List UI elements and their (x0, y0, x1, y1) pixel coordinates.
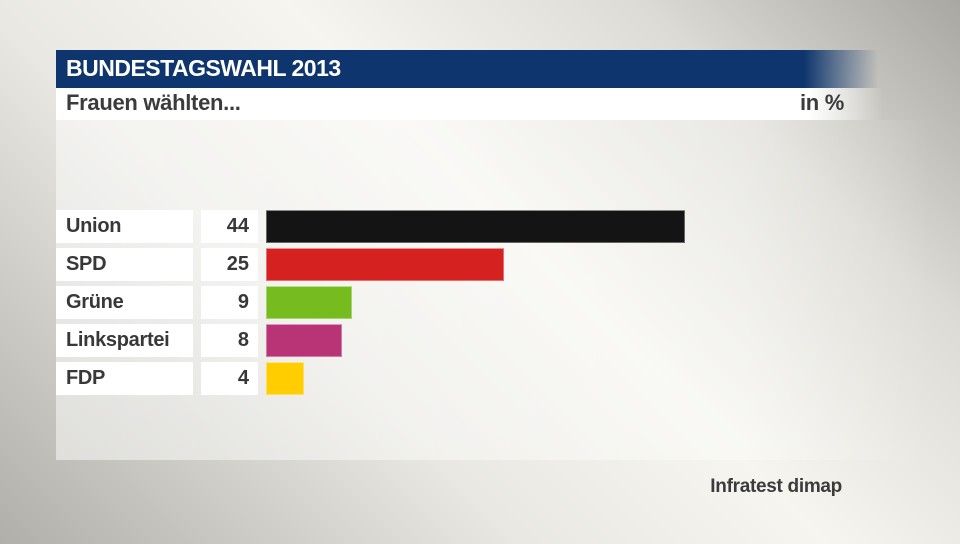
party-bar (266, 286, 352, 319)
chart-row: Linkspartei 8 (56, 324, 685, 357)
party-value: 4 (201, 362, 258, 395)
party-label: SPD (56, 248, 193, 281)
party-value: 9 (201, 286, 258, 319)
chart-row: Grüne 9 (56, 286, 685, 319)
chart-row: FDP 4 (56, 362, 685, 395)
party-label: FDP (56, 362, 193, 395)
header-subtitle-bar: Frauen wählten... in % (56, 88, 883, 120)
party-value: 25 (201, 248, 258, 281)
header-title-bar: BUNDESTAGSWAHL 2013 (56, 50, 878, 88)
party-label: Linkspartei (56, 324, 193, 357)
chart-row: Union 44 (56, 210, 685, 243)
chart-row: SPD 25 (56, 248, 685, 281)
chart-subtitle: Frauen wählten... (66, 90, 241, 115)
party-value: 8 (201, 324, 258, 357)
party-bar (266, 210, 685, 243)
party-bar (266, 248, 504, 281)
party-label: Grüne (56, 286, 193, 319)
party-label: Union (56, 210, 193, 243)
unit-label: in % (799, 90, 844, 115)
party-value: 44 (201, 210, 258, 243)
chart-rows: Union 44 SPD 25 Grüne 9 Linkspartei 8 FDP 4 (56, 210, 685, 400)
party-bar (266, 362, 304, 395)
page-title: BUNDESTAGSWAHL 2013 (66, 54, 341, 81)
source-credit: Infratest dimap (710, 476, 842, 497)
party-bar (266, 324, 342, 357)
